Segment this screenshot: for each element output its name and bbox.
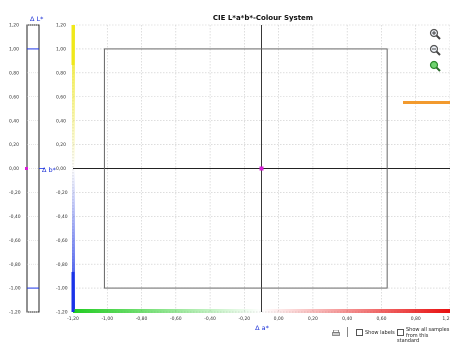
y-tick-label: -0,80 [56, 262, 68, 268]
y-tick-label: 0,00 [56, 166, 66, 172]
lightness-tick-labels: 1,20 1,00 0,80 0,60 0,40 0,20 0,00 -0,20 -0,40 -0… [9, 23, 21, 316]
y-tick-label: 0,60 [56, 94, 66, 100]
lightness-axis-label: Δ L* [30, 15, 44, 23]
positive-a-bar [262, 309, 450, 313]
data-points [260, 167, 264, 171]
lightness-tick-label: -0,20 [9, 190, 21, 196]
y-tick-label: -1,20 [56, 310, 68, 316]
y-tick-label: -1,00 [56, 286, 68, 292]
x-tick-label: -0,20 [239, 316, 251, 322]
x-tick-labels: -1,20 -1,00 -0,80 -0,60 -0,40 -0,20 0,00 0,20 0,… [67, 316, 450, 322]
sample-point [260, 167, 264, 171]
lightness-marker [25, 167, 28, 170]
x-tick-label: -0,40 [204, 316, 216, 322]
lightness-tick-label: 0,60 [9, 94, 19, 100]
show-labels-toggle[interactable]: Show labels [356, 329, 395, 337]
lightness-tick-label: -1,20 [9, 310, 21, 316]
zoom-fit-icon[interactable] [429, 57, 441, 69]
show-all-samples-toggle[interactable]: Show all samples from this standard [397, 328, 450, 345]
print-icon[interactable] [332, 330, 340, 340]
y-tick-label: 0,20 [56, 142, 66, 148]
x-tick-label: -0,80 [136, 316, 148, 322]
y-tick-labels: 1,20 1,00 0,80 0,60 0,40 0,20 0,00 -0,20 -0,40 -0… [56, 23, 68, 316]
y-tick-label: -0,20 [56, 190, 68, 196]
lightness-tick-label: 0,20 [9, 142, 19, 148]
x-tick-label: -0,60 [170, 316, 182, 322]
lightness-tick-label: -0,40 [9, 214, 21, 220]
show-all-samples-checkbox[interactable] [397, 329, 404, 336]
x-tick-label: -1,20 [67, 316, 79, 322]
lightness-tick-label: 0,00 [9, 166, 19, 172]
show-labels-label: Show labels [365, 330, 395, 336]
lightness-tick-label: -0,80 [9, 262, 21, 268]
chart-title: CIE L*a*b*-Colour System [213, 14, 313, 22]
negative-a-bar [73, 309, 262, 313]
x-axis-label: Δ a* [255, 324, 269, 332]
y-axis-label: Δ b* [42, 166, 57, 174]
x-tick-label: 1,2 [442, 316, 449, 322]
x-tick-label: 0,20 [308, 316, 318, 322]
y-tick-label: -0,40 [56, 214, 68, 220]
x-tick-label: 0,60 [376, 316, 386, 322]
toolbar-separator [347, 327, 348, 337]
x-tick-label: 0,80 [411, 316, 421, 322]
x-tick-label: 0,40 [342, 316, 352, 322]
x-tick-label: -1,00 [101, 316, 113, 322]
y-tick-label: 1,20 [56, 23, 66, 29]
legend-swatch [403, 101, 450, 104]
lightness-tick-label: 1,00 [9, 47, 19, 53]
lightness-tick-label: 0,80 [9, 70, 19, 76]
y-tick-label: 0,80 [56, 70, 66, 76]
show-all-samples-label: Show all samples from this standard [397, 327, 449, 344]
x-tick-label: 0,00 [274, 316, 284, 322]
lightness-tick-label: -1,00 [9, 286, 21, 292]
y-tick-label: 1,00 [56, 47, 66, 53]
zoom-out-icon[interactable] [429, 41, 441, 53]
y-tick-label: 0,40 [56, 118, 66, 124]
y-tick-label: -0,60 [56, 238, 68, 244]
lightness-tick-label: 1,20 [9, 23, 19, 29]
show-labels-checkbox[interactable] [356, 329, 363, 336]
lightness-tick-label: -0,60 [9, 238, 21, 244]
zoom-in-icon[interactable] [429, 25, 441, 37]
lightness-panel: 1,20 1,00 0,80 0,60 0,40 0,20 0,00 -0,20 -0,40 -0… [9, 15, 45, 316]
plot-area: CIE L*a*b*-Colour System -1,20 -1,00 -0,80… [42, 14, 450, 332]
lightness-tick-label: 0,40 [9, 118, 19, 124]
